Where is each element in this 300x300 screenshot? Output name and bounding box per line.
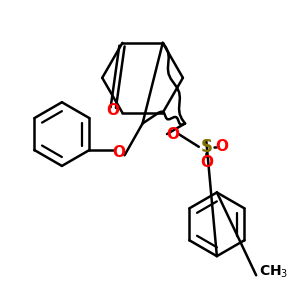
Text: O: O: [166, 127, 179, 142]
Text: O: O: [113, 145, 126, 160]
Text: O: O: [200, 155, 213, 170]
Text: CH$_3$: CH$_3$: [259, 264, 289, 280]
Text: O: O: [216, 139, 229, 154]
Text: O: O: [106, 103, 119, 118]
Text: S: S: [200, 138, 212, 156]
